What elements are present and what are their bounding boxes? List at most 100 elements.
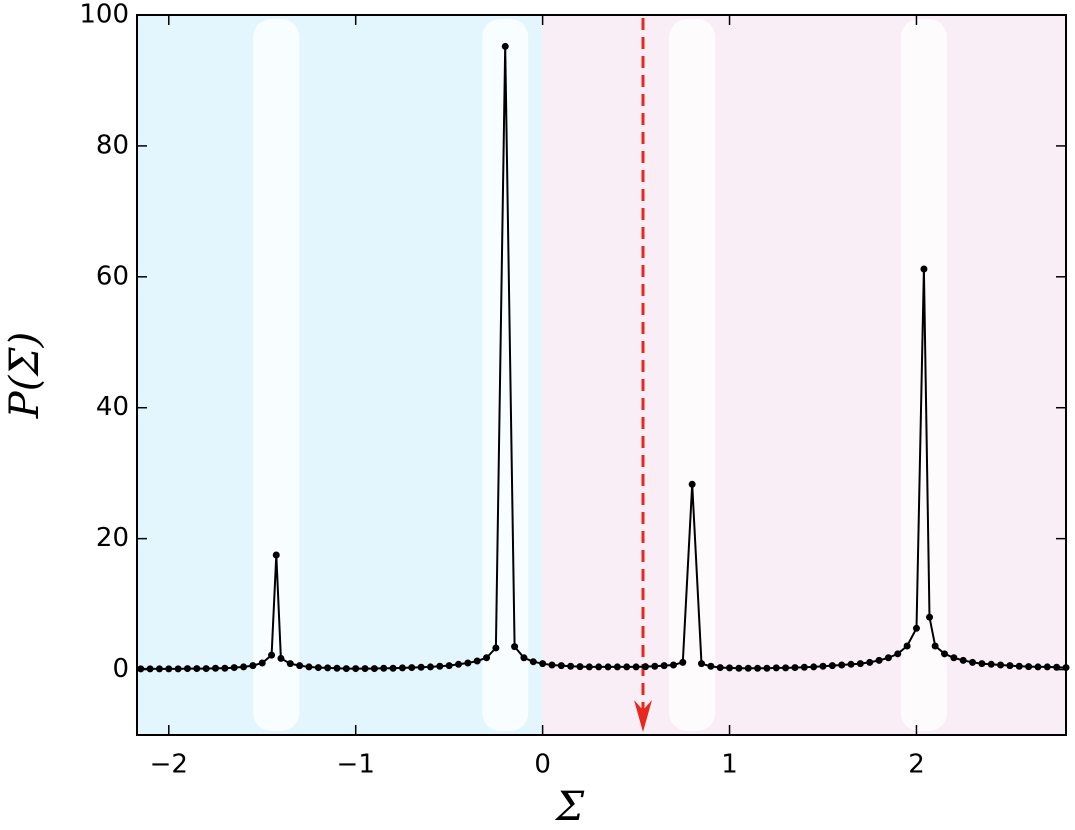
data-point	[920, 265, 928, 273]
x-tick-label: −2	[150, 750, 188, 780]
data-point	[155, 665, 163, 673]
data-point	[426, 663, 434, 671]
peak-band	[253, 19, 300, 731]
y-tick-label: 0	[112, 654, 129, 684]
data-point	[623, 663, 631, 671]
data-point	[501, 42, 509, 50]
data-point	[707, 662, 715, 670]
y-tick-label: 60	[96, 261, 129, 291]
data-point	[912, 624, 920, 632]
data-point	[800, 663, 808, 671]
data-point	[398, 664, 406, 672]
data-point	[221, 664, 229, 672]
data-point	[174, 665, 182, 673]
data-point	[744, 664, 752, 672]
data-point	[810, 663, 818, 671]
data-point	[931, 642, 939, 650]
data-point	[679, 658, 687, 666]
data-point	[772, 664, 780, 672]
y-tick-label: 100	[79, 0, 129, 30]
data-point	[492, 644, 500, 652]
data-point	[1025, 663, 1033, 671]
data-point	[669, 661, 677, 669]
background	[137, 15, 1066, 735]
data-point	[277, 654, 285, 662]
y-tick-label: 80	[96, 130, 129, 160]
data-point	[146, 665, 154, 673]
y-tick-label: 40	[96, 392, 129, 422]
data-point	[716, 664, 724, 672]
y-axis-label: P(Σ)	[2, 332, 48, 419]
data-point	[333, 664, 341, 672]
data-point	[529, 658, 537, 666]
data-point	[791, 664, 799, 672]
data-point	[763, 664, 771, 672]
data-point	[735, 664, 743, 672]
data-point	[884, 654, 892, 662]
data-point	[417, 663, 425, 671]
data-point	[595, 663, 603, 671]
data-point	[1015, 662, 1023, 670]
data-point	[314, 664, 322, 672]
data-point	[473, 657, 481, 665]
data-point	[272, 551, 280, 559]
data-point	[361, 665, 369, 673]
data-point	[847, 660, 855, 668]
data-point	[641, 663, 649, 671]
data-point	[352, 665, 360, 673]
data-point	[268, 651, 276, 659]
x-tick-label: 2	[908, 750, 925, 780]
data-point	[978, 660, 986, 668]
data-point	[342, 665, 350, 673]
data-point	[926, 613, 934, 621]
data-point	[258, 659, 266, 667]
data-point	[959, 656, 967, 664]
data-point	[941, 650, 949, 658]
data-point	[539, 660, 547, 668]
data-point	[585, 663, 593, 671]
data-point	[660, 662, 668, 670]
data-point	[511, 643, 519, 651]
data-point	[819, 662, 827, 670]
data-point	[828, 662, 836, 670]
data-point	[286, 660, 294, 668]
data-point	[183, 665, 191, 673]
data-point	[997, 661, 1005, 669]
data-point	[240, 663, 248, 671]
data-point	[464, 659, 472, 667]
data-point	[296, 662, 304, 670]
data-point	[969, 658, 977, 666]
data-point	[202, 665, 210, 673]
data-point	[875, 656, 883, 664]
peak-band	[482, 19, 529, 731]
data-point	[856, 660, 864, 668]
data-point	[950, 654, 958, 662]
data-point	[389, 664, 397, 672]
data-point	[445, 662, 453, 670]
data-point	[212, 664, 220, 672]
data-point	[726, 664, 734, 672]
data-point	[520, 654, 528, 662]
data-point	[380, 664, 388, 672]
data-point	[838, 661, 846, 669]
data-point	[613, 663, 621, 671]
x-tick-label: −1	[337, 750, 375, 780]
region-positive	[542, 15, 1066, 735]
y-tick-label: 20	[96, 523, 129, 553]
region-negative	[137, 15, 543, 735]
data-point	[436, 662, 444, 670]
x-tick-label: 1	[721, 750, 738, 780]
data-point	[483, 654, 491, 662]
data-point	[903, 642, 911, 650]
data-point	[1006, 662, 1014, 670]
data-point	[305, 663, 313, 671]
data-point	[576, 663, 584, 671]
data-point	[688, 480, 696, 488]
data-point	[408, 664, 416, 672]
data-point	[165, 665, 173, 673]
peak-band	[900, 19, 947, 731]
data-point	[604, 663, 612, 671]
data-point	[455, 660, 463, 668]
x-axis-label: Σ	[554, 784, 585, 830]
